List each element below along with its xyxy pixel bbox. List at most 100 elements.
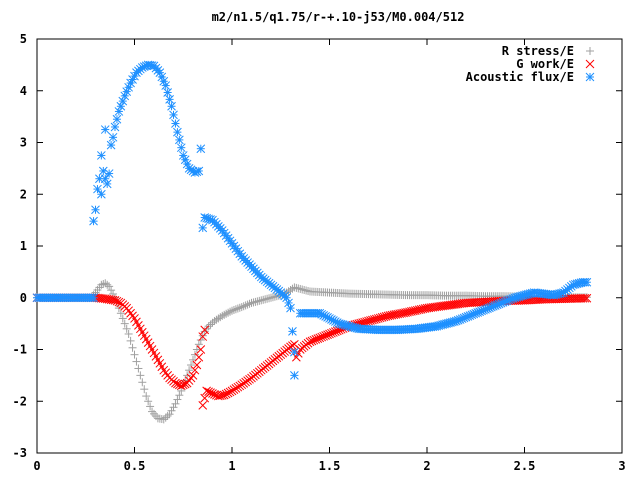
data-point (224, 308, 233, 317)
x-tick-label: 1.5 (319, 459, 341, 473)
data-point (146, 402, 155, 411)
data-point (105, 282, 114, 291)
data-point (206, 320, 215, 329)
data-point (194, 166, 204, 176)
data-point (251, 297, 260, 306)
series-layer (32, 60, 592, 424)
data-point (253, 297, 262, 306)
data-point (233, 304, 242, 313)
data-point (96, 151, 106, 160)
data-point (267, 293, 275, 302)
data-point (200, 325, 210, 335)
data-point (198, 332, 208, 341)
data-point (182, 159, 192, 169)
data-point (578, 294, 588, 303)
data-point (100, 125, 110, 134)
data-point (270, 292, 279, 301)
data-point (286, 303, 295, 313)
data-point (174, 135, 184, 145)
data-point (190, 350, 199, 359)
series-0 (33, 279, 591, 424)
data-point (190, 365, 200, 375)
data-point (237, 303, 246, 312)
data-point (227, 386, 237, 396)
data-point (247, 298, 256, 307)
data-point (192, 345, 201, 354)
data-point (106, 295, 116, 305)
data-point (118, 96, 128, 106)
data-point (126, 336, 135, 345)
data-point (161, 81, 171, 90)
data-point (241, 301, 250, 310)
data-point (112, 114, 122, 124)
data-point (163, 411, 172, 420)
data-point (298, 285, 307, 294)
data-point (171, 119, 180, 128)
data-point (198, 331, 207, 340)
data-point (290, 347, 299, 357)
data-point (194, 352, 204, 362)
data-point (118, 314, 127, 323)
data-point (169, 110, 178, 120)
data-point (292, 283, 301, 292)
data-point (134, 364, 143, 373)
data-point (124, 329, 133, 338)
data-point (263, 294, 272, 303)
data-point (235, 303, 244, 312)
data-point (109, 289, 118, 298)
data-point (257, 296, 266, 305)
data-point (220, 310, 229, 319)
x-tick-label: 0.5 (124, 459, 146, 473)
data-point (231, 305, 240, 314)
data-point (198, 223, 208, 233)
data-point (138, 378, 147, 387)
data-point (163, 88, 173, 97)
data-point (255, 296, 264, 305)
data-point (114, 107, 124, 116)
data-point (288, 327, 297, 336)
data-point (107, 286, 116, 295)
data-point (155, 68, 165, 77)
data-point (106, 140, 116, 150)
legend-marker (585, 59, 595, 69)
data-point (215, 391, 225, 401)
data-point (157, 72, 167, 82)
data-point (165, 410, 174, 419)
data-point (136, 371, 145, 380)
legend-label: Acoustic flux/E (466, 70, 574, 84)
data-point (108, 132, 118, 142)
data-point (173, 127, 182, 137)
data-point (229, 305, 238, 314)
data-point (99, 280, 108, 289)
data-point (167, 406, 176, 415)
x-tick-label: 2 (423, 459, 430, 473)
data-point (185, 366, 194, 375)
data-point (140, 385, 149, 394)
x-tick-label: 1 (228, 459, 235, 473)
y-tick-label: 2 (20, 187, 27, 201)
chart-title: m2/n1.5/q1.75/r-+.10-j53/M0.004/512 (212, 10, 465, 24)
data-point (249, 298, 258, 307)
data-point (171, 399, 180, 408)
data-point (196, 144, 206, 154)
data-point (296, 284, 305, 293)
data-point (177, 386, 186, 395)
data-point (102, 179, 112, 189)
data-point (304, 287, 313, 296)
data-point (261, 295, 270, 304)
data-point (103, 280, 112, 289)
y-tick-label: 1 (20, 239, 27, 253)
data-point (89, 293, 98, 303)
data-point (229, 385, 239, 395)
data-point (128, 75, 137, 84)
data-point (110, 122, 120, 132)
data-point (89, 216, 98, 226)
data-point (161, 413, 170, 422)
data-point (265, 294, 274, 303)
data-point (167, 101, 176, 111)
y-tick-label: 0 (20, 291, 27, 305)
x-tick-label: 2.5 (514, 459, 536, 473)
data-point (116, 101, 126, 111)
